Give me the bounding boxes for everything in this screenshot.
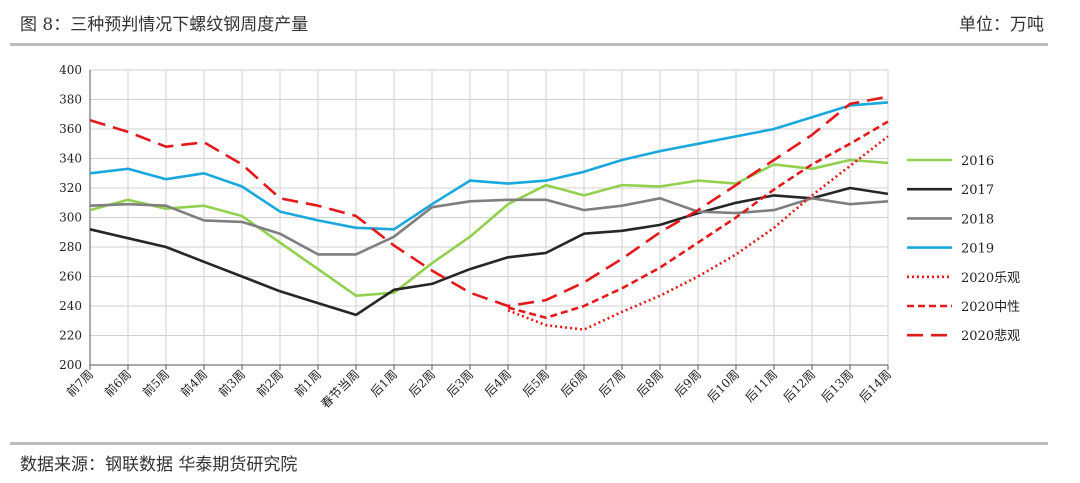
x-tick-label: 前2周: [253, 367, 286, 400]
header-divider: [10, 43, 1048, 46]
series-line-2018: [89, 197, 889, 256]
legend: 2016 2017 2018 2019 2020乐观 2020中性 2020悲观: [907, 154, 1020, 344]
x-tick-label: 后8周: [634, 367, 666, 399]
y-tick-label: 220: [59, 329, 82, 343]
y-tick-label: 340: [59, 152, 82, 166]
y-tick-label: 400: [59, 63, 82, 77]
y-tick-label: 360: [59, 122, 82, 136]
x-tick-label: 前1周: [291, 367, 324, 400]
series-line-2019: [89, 101, 889, 231]
x-tick-label: 前3周: [215, 367, 248, 400]
legend-label: 2020悲观: [961, 328, 1020, 344]
legend-label: 2017: [961, 183, 994, 198]
legend-label: 2020中性: [961, 300, 1020, 315]
x-tick-label: 前6周: [101, 367, 134, 400]
x-tick-label: 后9周: [672, 367, 704, 399]
x-tick-label: 后13周: [818, 367, 856, 405]
unit-label: 单位：万吨: [959, 15, 1044, 35]
chart-title: 图 8：三种预判情况下螺纹钢周度产量: [20, 15, 309, 35]
x-tick-label: 后11周: [742, 367, 780, 405]
y-tick-label: 320: [59, 181, 82, 195]
x-tick-label: 后4周: [482, 367, 514, 399]
x-tick-label: 前4周: [177, 367, 210, 400]
legend-label: 2019: [961, 242, 994, 257]
y-tick-label: 380: [59, 93, 82, 107]
series-line-2020中性: [507, 120, 889, 320]
x-tick-label: 后12周: [780, 367, 818, 405]
legend-label: 2020乐观: [961, 271, 1020, 286]
x-tick-label: 后2周: [406, 367, 438, 399]
x-tick-label: 前5周: [139, 367, 172, 400]
y-tick-label: 240: [59, 299, 82, 313]
series-line-2016: [89, 158, 889, 297]
series-line-2020悲观: [89, 95, 889, 308]
series-line-2017: [89, 186, 889, 317]
legend-label: 2018: [961, 212, 994, 227]
x-tick-label: 后14周: [856, 367, 894, 405]
footer-divider: [10, 442, 1048, 445]
series-line-2020乐观: [507, 135, 889, 331]
x-tick-label: 后5周: [520, 367, 552, 399]
y-tick-label: 280: [59, 240, 82, 254]
x-tick-label: 后7周: [596, 367, 628, 399]
x-tick-label: 春节当周: [318, 367, 362, 411]
x-tick-label: 后3周: [444, 367, 476, 399]
chart-header: 图 8：三种预判情况下螺纹钢周度产量 单位：万吨: [0, 0, 1080, 46]
series-lines: [89, 95, 889, 331]
x-tick-label: 后10周: [704, 367, 742, 405]
y-tick-label: 200: [59, 358, 82, 372]
x-tick-label: 后1周: [368, 367, 400, 399]
x-tick-label: 后6周: [558, 367, 590, 399]
y-axis: 200 220 240 260 280 300 320 340 360 380 400: [59, 63, 91, 372]
legend-label: 2016: [961, 154, 994, 169]
y-tick-label: 300: [59, 211, 82, 225]
source-note: 数据来源：钢联数据 华泰期货研究院: [20, 455, 298, 475]
chart-grid: [89, 69, 889, 366]
y-tick-label: 260: [59, 270, 82, 284]
